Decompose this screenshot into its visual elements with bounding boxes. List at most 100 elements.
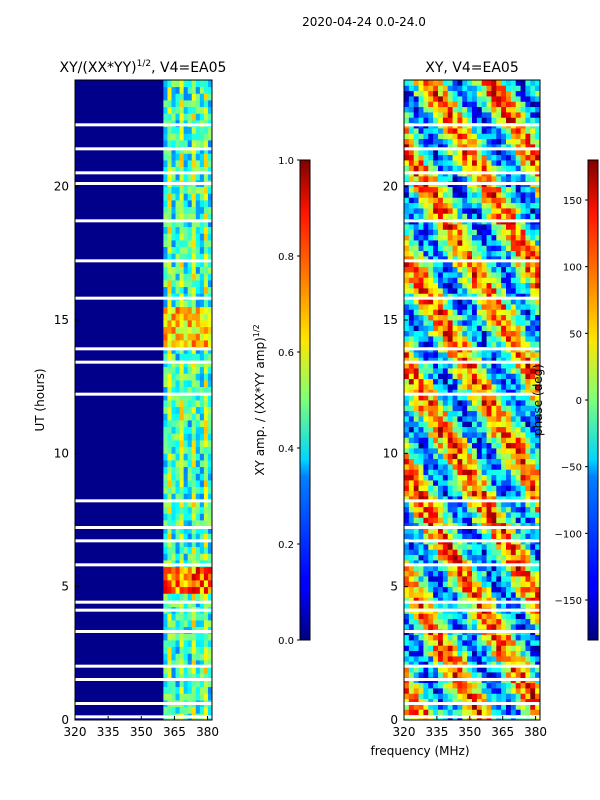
phase-cell [481,240,487,246]
phase-cell [433,298,439,305]
phase-cell [408,341,415,348]
amp-cell [167,693,172,701]
phase-cell [438,400,444,406]
amp-cell [183,466,189,474]
amp-cell [203,640,209,648]
phase-cell [442,202,449,209]
amp-cell [195,533,201,541]
phase-cell [408,688,415,694]
phase-cell [535,336,541,342]
phase-cell [404,682,410,689]
phase-cell [476,309,483,316]
phase-cell [501,240,507,246]
phase-cell [472,250,478,257]
phase-cell [496,709,502,716]
phase-cell [457,581,463,588]
amp-cell [183,140,189,148]
phase-cell [442,618,449,625]
phase-cell [472,256,478,262]
phase-cell [423,458,429,465]
phase-cell [520,506,526,513]
amp-cell [203,500,209,508]
phase-cell [501,613,507,620]
phase-cell [404,245,410,252]
phase-cell [476,576,483,582]
phase-cell [438,549,444,556]
phase-cell [462,293,468,300]
phase-cell [515,517,521,524]
phase-cell [413,208,419,214]
amp-cell [171,153,176,161]
phase-cell [506,138,512,145]
phase-cell [506,165,512,172]
amp-cell [167,366,172,374]
phase-cell [438,581,444,588]
phase-cell [510,378,517,385]
phase-cell [438,192,444,198]
phase-cell [413,501,419,508]
phase-cell [520,389,526,396]
phase-cell [515,256,521,262]
amp-cell [203,226,209,234]
amp-cell [183,233,189,241]
amp-cell [195,106,201,114]
phase-cell [525,234,531,241]
phase-cell [535,149,541,156]
amp-cell [203,620,209,628]
phase-cell [535,352,541,358]
phase-cell [408,597,415,604]
phase-cell [452,320,458,326]
phase-cell [428,474,434,481]
amp-cell [179,386,185,394]
phase-cell [433,458,439,465]
phase-cell [476,298,483,305]
phase-cell [447,309,453,316]
phase-cell [472,650,478,657]
phase-cell [433,661,439,668]
amp-cell [167,206,172,214]
amp-cell [179,306,185,314]
phase-cell [404,517,410,524]
amp-cell [191,353,197,361]
phase-cell [530,698,536,705]
phase-cell [476,512,483,518]
amp-cell [191,526,197,534]
amp-cell [167,433,172,441]
phase-data-gap [404,259,540,263]
phase-cell [428,581,434,588]
phase-cell [457,85,463,92]
phase-cell [535,266,541,273]
phase-cell [481,693,487,700]
amp-cell [179,353,185,361]
phase-cell [530,208,536,214]
phase-cell [535,256,541,262]
phase-cell [515,709,521,716]
amp-cell [167,213,172,221]
amp-cell [167,373,172,381]
phase-cell [501,208,507,214]
amp-cb-tick-label: 0.0 [278,636,294,647]
amp-cell [199,200,205,208]
amp-cell [199,186,205,194]
phase-cell [452,666,458,673]
phase-cell [525,282,531,289]
phase-cell [535,533,541,540]
phase-cell [481,661,487,668]
amp-cell [171,446,176,454]
phase-cell [472,96,478,102]
amp-cell [179,413,185,421]
phase-cell [472,277,478,284]
phase-cell [491,688,497,694]
amp-cb-tick-label: 1.0 [278,156,294,167]
phase-cell [423,586,429,593]
phase-cell [433,144,439,150]
phase-cell [413,192,419,198]
phase-cell [476,202,483,209]
phase-cell [418,90,424,97]
phase-cell [413,480,419,486]
phase-cell [438,133,444,140]
phase-cell [404,437,410,444]
phase-cell [418,378,424,385]
phase-cell [452,288,458,294]
amp-cell [207,466,213,474]
